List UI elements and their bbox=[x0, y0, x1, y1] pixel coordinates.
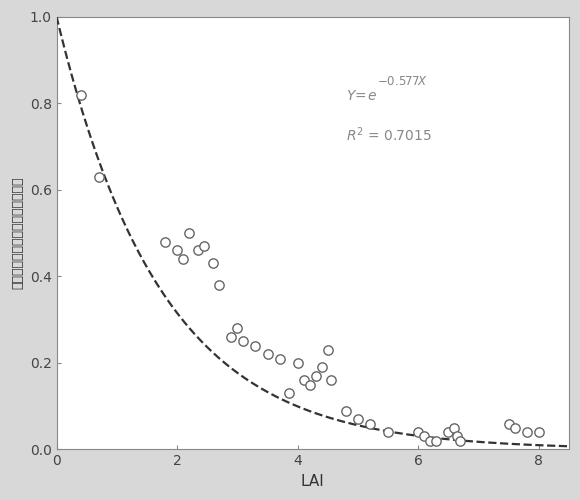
Point bbox=[383, 428, 393, 436]
Point bbox=[194, 246, 203, 254]
Point bbox=[444, 428, 453, 436]
Point bbox=[317, 363, 327, 371]
Point bbox=[504, 420, 513, 428]
Point bbox=[284, 389, 293, 397]
Point bbox=[251, 342, 260, 349]
Point bbox=[172, 246, 182, 254]
Point bbox=[510, 424, 519, 432]
Point bbox=[233, 324, 242, 332]
Point bbox=[456, 437, 465, 445]
Point bbox=[275, 354, 284, 362]
Point bbox=[365, 420, 375, 428]
Point bbox=[414, 428, 423, 436]
Point bbox=[94, 173, 103, 181]
Point bbox=[419, 432, 429, 440]
Point bbox=[239, 338, 248, 345]
Point bbox=[209, 260, 218, 268]
Point bbox=[311, 372, 320, 380]
Point bbox=[200, 242, 209, 250]
Point bbox=[534, 428, 543, 436]
Point bbox=[293, 359, 302, 367]
Point bbox=[522, 428, 531, 436]
Point bbox=[263, 350, 272, 358]
Point bbox=[305, 380, 314, 388]
Point bbox=[432, 437, 441, 445]
X-axis label: LAI: LAI bbox=[301, 474, 325, 489]
Point bbox=[299, 376, 309, 384]
Y-axis label: 冠层下方与冠层上方太阳辐射比値: 冠层下方与冠层上方太阳辐射比値 bbox=[11, 177, 24, 290]
Point bbox=[161, 238, 170, 246]
Point bbox=[323, 346, 332, 354]
Point bbox=[76, 90, 85, 98]
Text: $Y\!=\!e$: $Y\!=\!e$ bbox=[346, 89, 377, 103]
Point bbox=[227, 333, 236, 341]
Point bbox=[426, 437, 435, 445]
Point bbox=[215, 281, 224, 289]
Point bbox=[450, 424, 459, 432]
Text: $R^{2}$ = 0.7015: $R^{2}$ = 0.7015 bbox=[346, 126, 432, 144]
Point bbox=[453, 432, 462, 440]
Point bbox=[341, 406, 350, 414]
Point bbox=[184, 229, 194, 237]
Point bbox=[353, 415, 362, 423]
Text: $-0.577X$: $-0.577X$ bbox=[377, 75, 428, 88]
Point bbox=[326, 376, 335, 384]
Point bbox=[179, 255, 188, 263]
